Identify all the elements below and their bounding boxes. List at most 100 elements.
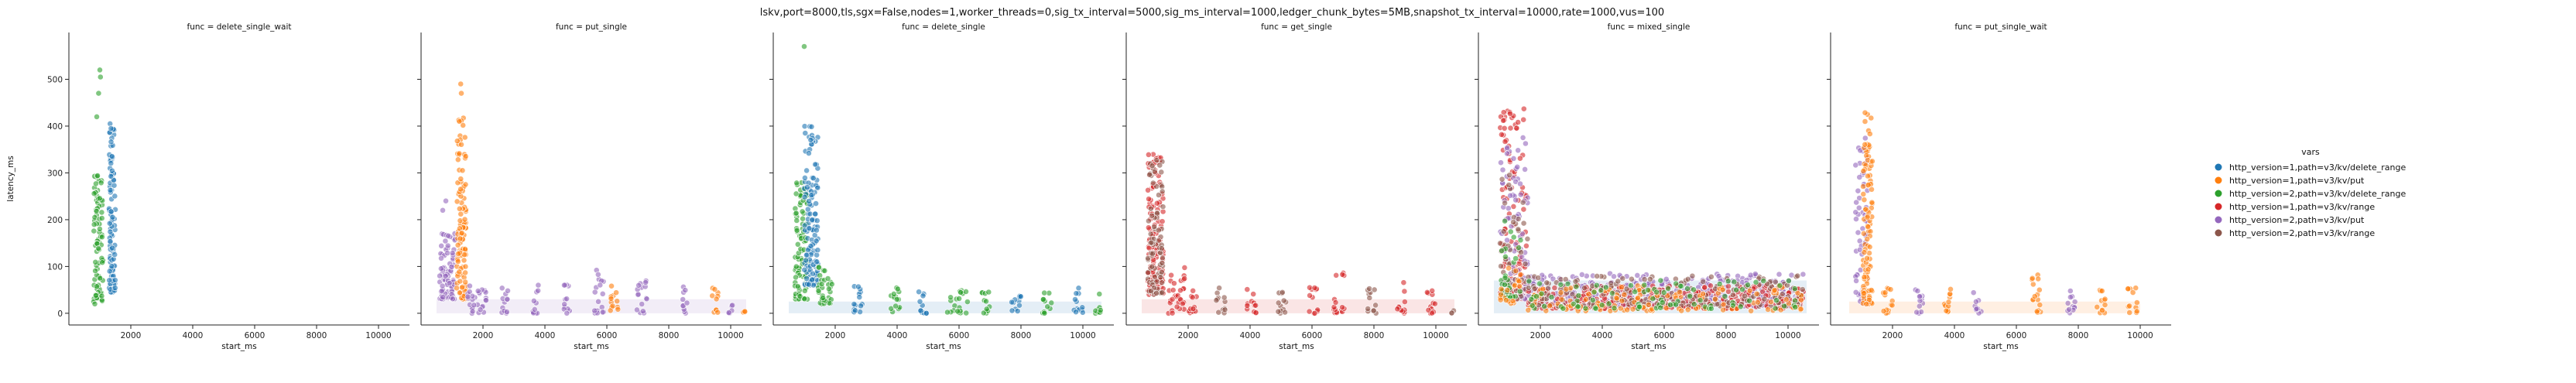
data-point bbox=[591, 307, 598, 314]
data-point bbox=[742, 308, 748, 315]
data-point bbox=[438, 242, 445, 249]
data-point bbox=[917, 307, 924, 314]
data-point bbox=[1512, 268, 1519, 274]
data-point bbox=[1645, 301, 1652, 308]
y-tick-label: 500 bbox=[47, 75, 63, 84]
data-point bbox=[1677, 282, 1684, 289]
x-axis-label: start_ms bbox=[574, 342, 608, 351]
data-point bbox=[1522, 166, 1528, 173]
data-point bbox=[95, 90, 102, 97]
data-point bbox=[2132, 285, 2139, 292]
data-point bbox=[1148, 239, 1155, 246]
data-point bbox=[111, 277, 118, 283]
data-point bbox=[595, 298, 601, 305]
data-point bbox=[954, 308, 961, 315]
data-point bbox=[2036, 302, 2043, 308]
data-point bbox=[1504, 287, 1511, 293]
data-point bbox=[93, 292, 99, 299]
x-tick-label: 10000 bbox=[1070, 331, 1095, 340]
data-point bbox=[814, 258, 820, 265]
data-point bbox=[535, 287, 541, 294]
data-point bbox=[800, 215, 806, 222]
data-point bbox=[714, 309, 721, 316]
data-point bbox=[454, 138, 461, 145]
data-point bbox=[1700, 290, 1706, 297]
data-point bbox=[95, 245, 102, 252]
data-point bbox=[1160, 255, 1166, 262]
figure-title: lskv,port=8000,tls,sgx=False,nodes=1,wor… bbox=[760, 7, 1664, 19]
data-point bbox=[1866, 244, 1873, 251]
data-point bbox=[1169, 296, 1176, 303]
data-point bbox=[1653, 289, 1660, 296]
data-point bbox=[1611, 305, 1618, 312]
data-point bbox=[98, 180, 104, 186]
data-point bbox=[1520, 116, 1527, 123]
data-point bbox=[1040, 296, 1046, 303]
data-point bbox=[801, 123, 808, 130]
data-point bbox=[1569, 291, 1576, 298]
data-point bbox=[1515, 147, 1522, 154]
data-point bbox=[1523, 140, 1529, 147]
data-point bbox=[1402, 299, 1408, 305]
data-point bbox=[535, 282, 542, 289]
data-point bbox=[793, 210, 800, 217]
data-point bbox=[98, 234, 105, 241]
data-point bbox=[111, 285, 118, 291]
panel-title: func = mixed_single bbox=[1608, 22, 1690, 32]
data-point bbox=[1852, 209, 1859, 216]
data-point bbox=[462, 263, 469, 270]
data-point bbox=[1513, 125, 1520, 132]
data-point bbox=[892, 303, 899, 309]
data-point bbox=[1593, 282, 1600, 289]
data-point bbox=[1536, 280, 1543, 287]
data-point bbox=[1573, 283, 1580, 290]
data-point bbox=[444, 250, 450, 256]
data-point bbox=[1615, 278, 1622, 285]
data-point bbox=[456, 150, 463, 157]
data-point bbox=[1429, 309, 1435, 316]
data-point bbox=[1147, 205, 1154, 212]
data-point bbox=[1797, 306, 1804, 313]
legend-marker bbox=[2215, 203, 2222, 210]
legend: vars http_version=1,path=v3/kv/delete_ran… bbox=[2215, 147, 2406, 238]
x-tick-label: 6000 bbox=[949, 331, 970, 340]
data-point bbox=[443, 197, 449, 204]
data-point bbox=[807, 136, 814, 143]
data-point bbox=[963, 309, 970, 316]
data-point bbox=[1365, 306, 1372, 312]
x-tick-label: 10000 bbox=[718, 331, 743, 340]
panel-4: func = mixed_single 2000 4000 6000 8000 10000… bbox=[1475, 22, 1819, 351]
data-point bbox=[457, 278, 464, 285]
data-point bbox=[1014, 308, 1021, 314]
data-point bbox=[1557, 289, 1564, 296]
data-point bbox=[94, 173, 101, 179]
data-point bbox=[1158, 169, 1165, 176]
panel-title: func = delete_single bbox=[902, 22, 985, 32]
data-point bbox=[97, 74, 104, 80]
data-point bbox=[1657, 304, 1664, 311]
data-point bbox=[1535, 275, 1542, 281]
data-point bbox=[1753, 290, 1760, 297]
data-point bbox=[599, 309, 606, 316]
data-point bbox=[457, 186, 464, 193]
data-point bbox=[1866, 131, 1873, 137]
legend-marker bbox=[2215, 163, 2222, 171]
data-point bbox=[1748, 307, 1755, 314]
data-point bbox=[1497, 240, 1503, 247]
data-point bbox=[1864, 214, 1871, 221]
data-point bbox=[1152, 169, 1158, 175]
data-point bbox=[803, 275, 810, 282]
data-point bbox=[1519, 134, 1526, 141]
data-point bbox=[1759, 289, 1766, 296]
data-point bbox=[108, 125, 115, 132]
data-point bbox=[1160, 203, 1166, 210]
data-point bbox=[1571, 300, 1577, 307]
data-point bbox=[99, 259, 106, 266]
data-point bbox=[1752, 271, 1759, 277]
data-point bbox=[1075, 285, 1082, 292]
legend-marker bbox=[2215, 176, 2222, 184]
data-point bbox=[1149, 180, 1156, 186]
data-point bbox=[1252, 309, 1259, 316]
data-point bbox=[440, 207, 446, 214]
